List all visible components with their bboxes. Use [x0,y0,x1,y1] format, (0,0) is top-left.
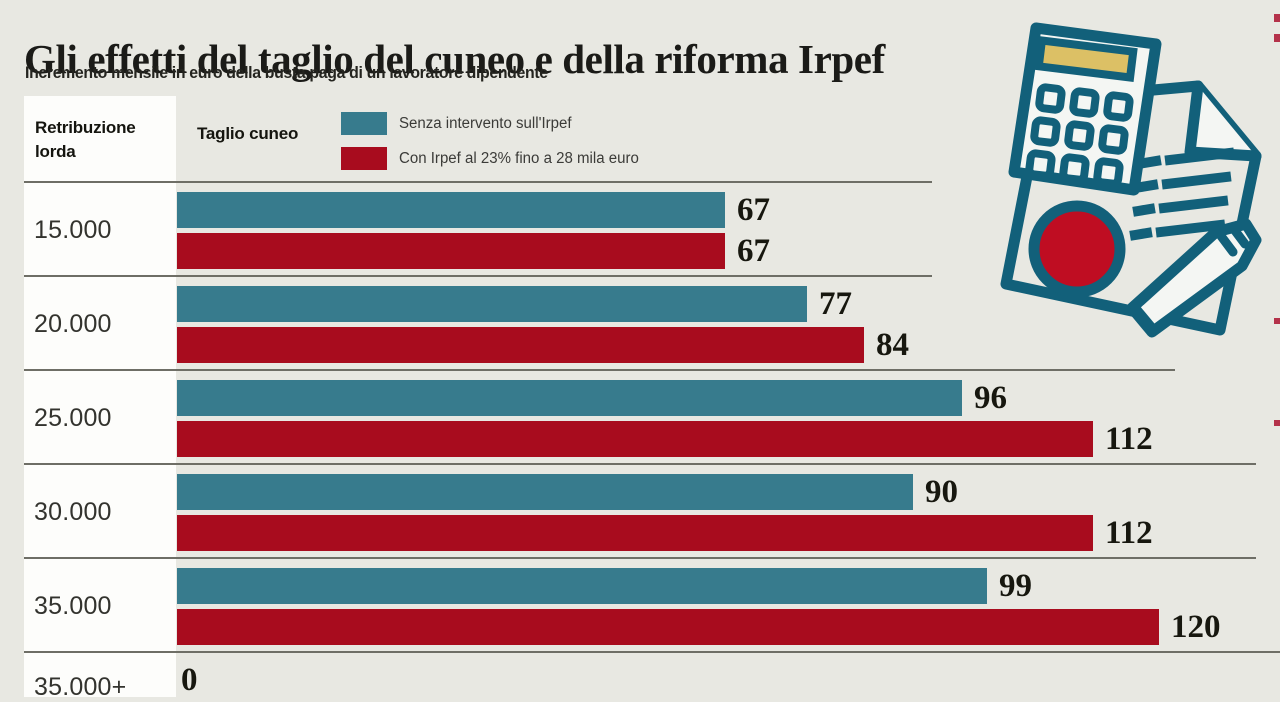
bar-group-con-irpef: 67 [177,233,770,269]
chart-rows: 15.000 67 67 20.000 77 84 25.000 96 112 30.000 90 1… [0,181,1280,697]
table-row: 35.000+ 0 [0,651,1280,697]
row-label-panel [24,559,176,651]
bar-value-con-irpef: 84 [876,327,909,363]
row-label: 15.000 [34,216,112,244]
bar-value-senza-intervento: 99 [999,568,1032,604]
bar-group-con-irpef: 112 [177,421,1153,457]
legend-label-con-irpef: Con Irpef al 23% fino a 28 mila euro [399,149,639,167]
bar-group-con-irpef: 112 [177,515,1153,551]
bar-con-irpef [177,421,1093,457]
bar-group-senza-intervento: 0 [177,662,198,697]
table-row: 30.000 90 112 [0,463,1280,557]
table-row: 20.000 77 84 [0,275,1280,369]
row-label: 35.000 [34,592,112,620]
bar-senza-intervento [177,380,962,416]
bar-senza-intervento [177,474,913,510]
row-separator [24,651,1280,653]
row-label-panel [24,465,176,557]
row-label-panel [24,277,176,369]
bar-group-senza-intervento: 96 [177,380,1007,416]
table-row: 15.000 67 67 [0,181,1280,275]
bar-con-irpef [177,609,1159,645]
row-label-panel [24,371,176,463]
bar-value-senza-intervento: 77 [819,286,852,322]
chart-legend: Senza intervento sull'Irpef Con Irpef al… [341,109,646,179]
bar-group-senza-intervento: 99 [177,568,1032,604]
edge-mark-second [1274,34,1280,42]
row-label: 30.000 [34,498,112,526]
row-label: 35.000+ [34,673,127,697]
bar-group-senza-intervento: 90 [177,474,958,510]
row-label-panel [24,653,176,697]
column-header-retribuzione: Retribuzione lorda [35,118,136,161]
bar-senza-intervento [177,286,807,322]
legend-swatch-red [341,147,387,170]
edge-mark-top [1274,14,1280,22]
bar-con-irpef [177,327,864,363]
row-label-panel [24,183,176,275]
bar-value-con-irpef: 112 [1105,421,1153,457]
bar-value-senza-intervento: 90 [925,474,958,510]
legend-label-senza-intervento: Senza intervento sull'Irpef [399,114,572,132]
row-separator [24,275,932,277]
row-separator [24,369,1175,371]
column-header-taglio-cuneo: Taglio cuneo [197,124,299,143]
bar-group-senza-intervento: 67 [177,192,770,228]
edge-mark-low [1274,420,1280,426]
bar-value-senza-intervento: 67 [737,192,770,228]
bar-con-irpef [177,233,725,269]
edge-mark-mid [1274,318,1280,324]
bar-value-con-irpef: 67 [737,233,770,269]
table-row: 25.000 96 112 [0,369,1280,463]
table-header-panel [24,96,176,181]
table-row: 35.000 99 120 [0,557,1280,651]
bar-senza-intervento [177,568,987,604]
bar-senza-intervento [177,192,725,228]
bar-value-senza-intervento: 0 [181,662,198,697]
legend-item-senza-intervento: Senza intervento sull'Irpef [341,109,646,138]
row-label: 25.000 [34,404,112,432]
row-separator [24,557,1256,559]
bar-group-senza-intervento: 77 [177,286,852,322]
page-subtitle: Incremento mensile in euro della busta p… [25,64,548,82]
legend-item-con-irpef: Con Irpef al 23% fino a 28 mila euro [341,144,646,173]
bar-con-irpef [177,515,1093,551]
page-title: Gli effetti del taglio del cuneo e della… [24,36,885,83]
row-separator [24,181,932,183]
bar-group-con-irpef: 84 [177,327,909,363]
row-separator [24,463,1256,465]
legend-swatch-teal [341,112,387,135]
bar-value-senza-intervento: 96 [974,380,1007,416]
bar-value-con-irpef: 112 [1105,515,1153,551]
bar-value-con-irpef: 120 [1171,609,1221,645]
bar-group-con-irpef: 120 [177,609,1221,645]
row-label: 20.000 [34,310,112,338]
